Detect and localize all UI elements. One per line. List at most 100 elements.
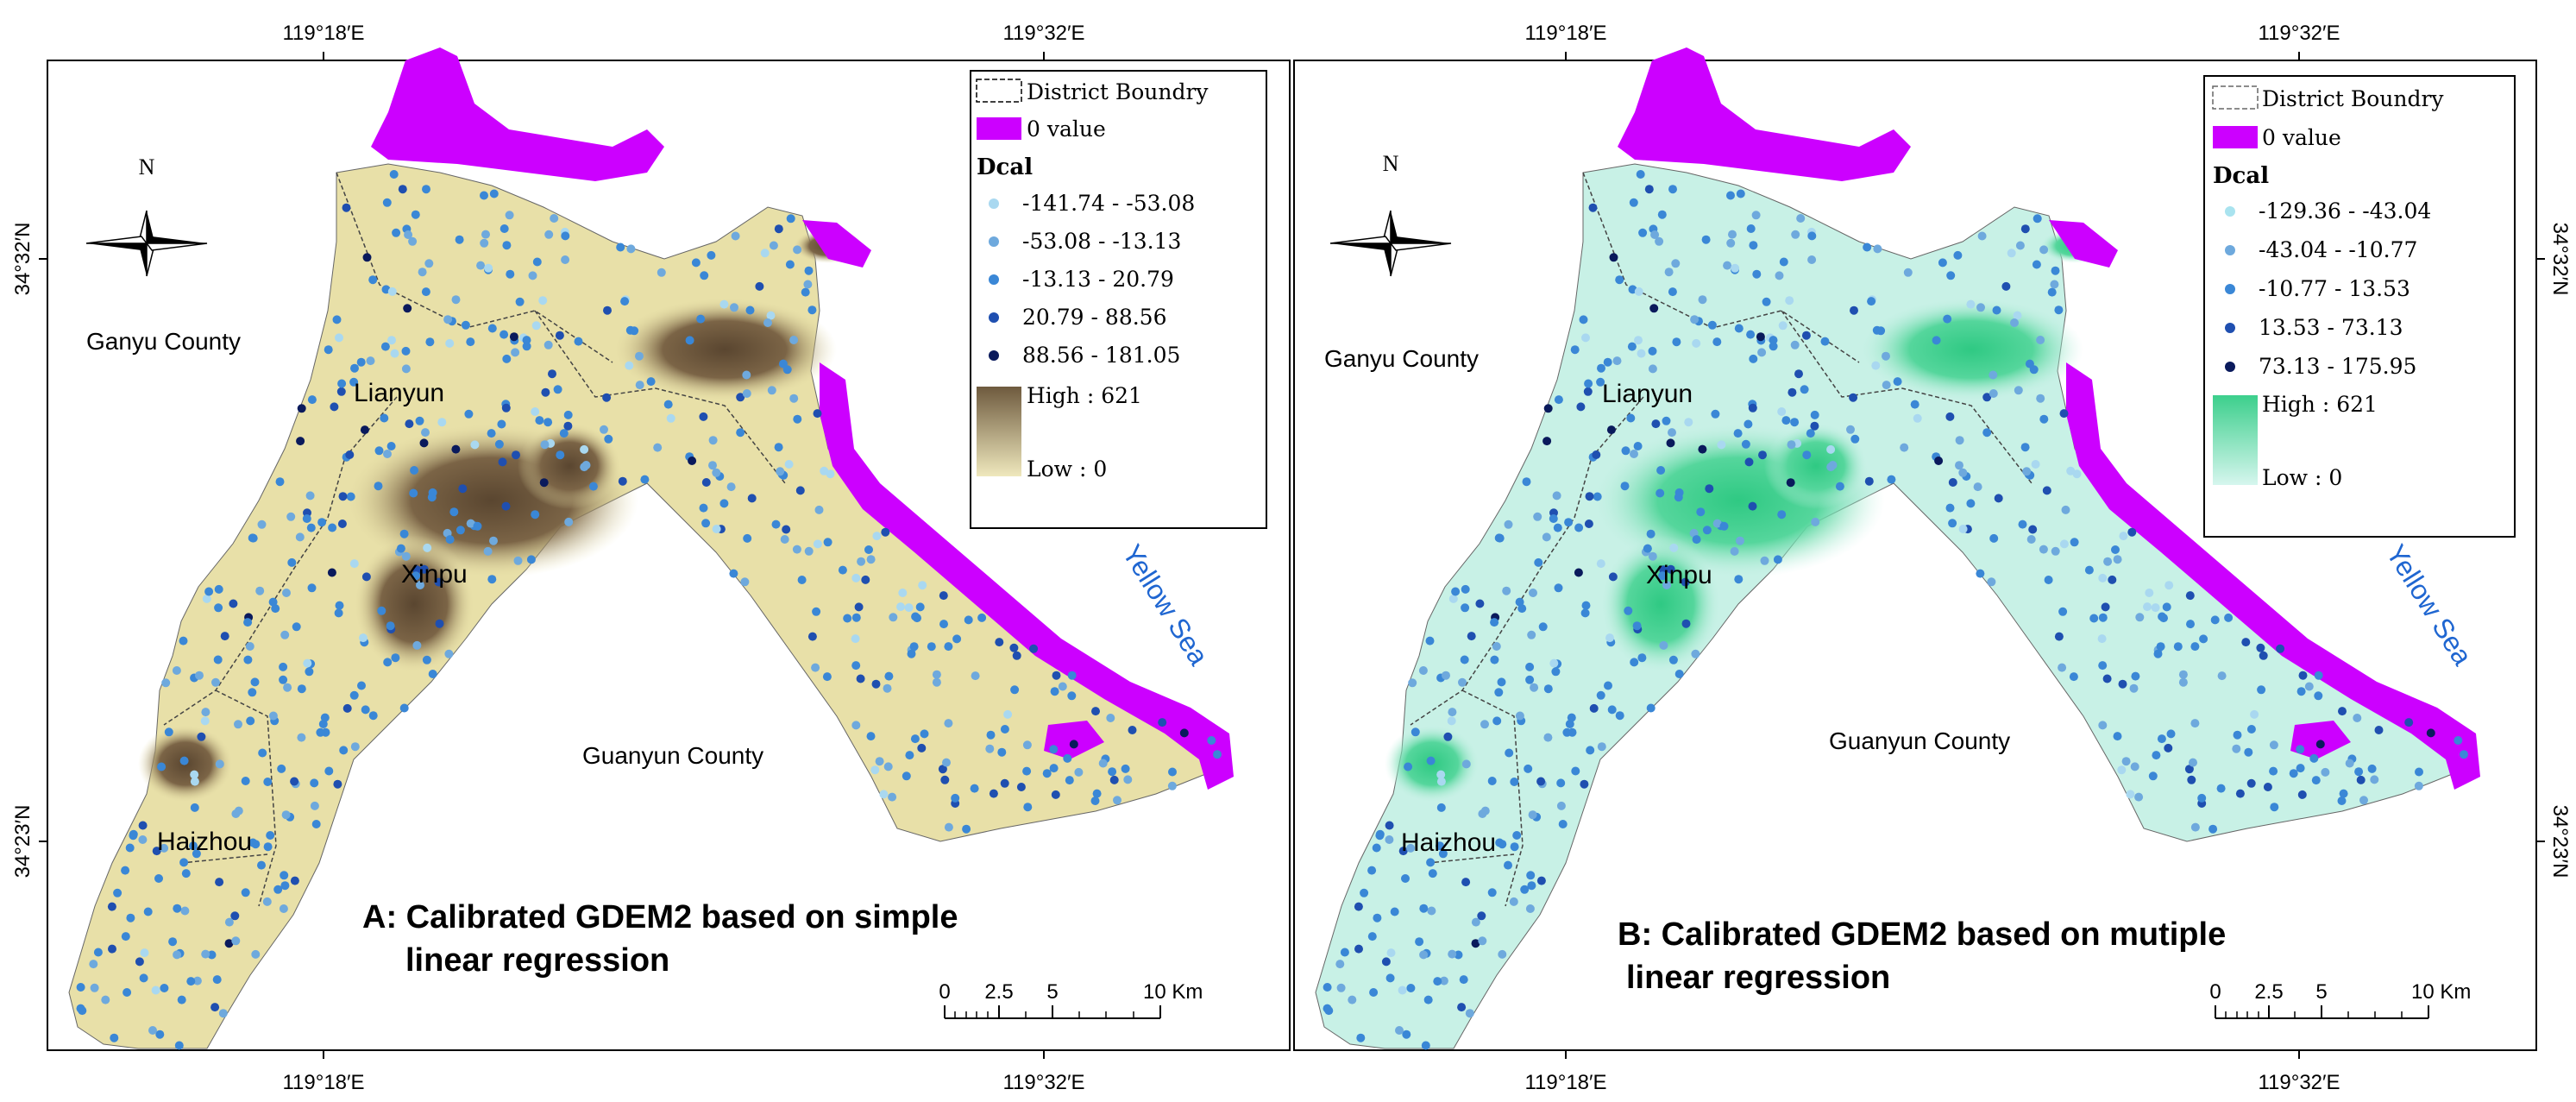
panel-a-relief-east bbox=[518, 423, 621, 509]
sample-point bbox=[268, 711, 278, 721]
sample-point bbox=[736, 428, 745, 438]
sample-point bbox=[220, 632, 229, 641]
sample-point bbox=[1726, 238, 1736, 248]
sample-point bbox=[1849, 393, 1858, 402]
sample-point bbox=[1989, 533, 1999, 543]
sample-point bbox=[2010, 318, 2019, 327]
sample-point bbox=[1538, 622, 1548, 632]
sample-point bbox=[303, 658, 312, 668]
sample-point bbox=[1562, 727, 1572, 737]
sample-point bbox=[399, 529, 409, 538]
sample-point bbox=[989, 789, 998, 798]
sample-point bbox=[255, 586, 265, 595]
sample-point bbox=[1158, 718, 1167, 727]
sample-point bbox=[789, 394, 799, 403]
sample-point bbox=[2208, 824, 2218, 834]
sample-point bbox=[1515, 597, 1524, 607]
sample-point bbox=[1887, 475, 1896, 484]
sample-point bbox=[360, 425, 369, 435]
panel-b-relief-north bbox=[1859, 298, 2083, 401]
sample-point bbox=[1167, 781, 1177, 790]
sample-point bbox=[2233, 730, 2242, 740]
sample-point bbox=[1626, 413, 1636, 423]
sample-point bbox=[1850, 305, 1858, 315]
sample-point bbox=[1542, 437, 1552, 446]
sample-point bbox=[277, 764, 286, 773]
sample-point bbox=[350, 363, 359, 373]
sample-point bbox=[422, 655, 431, 664]
sample-point bbox=[1989, 389, 1998, 398]
sample-point bbox=[297, 733, 306, 742]
sample-point bbox=[907, 649, 916, 658]
panel-a-caption-line2: linear regression bbox=[405, 942, 669, 979]
sample-point bbox=[231, 936, 241, 946]
sample-point bbox=[563, 410, 573, 419]
sample-point bbox=[2187, 775, 2196, 784]
sample-point bbox=[1552, 491, 1561, 501]
sample-point bbox=[747, 494, 757, 503]
sample-point bbox=[1433, 977, 1442, 986]
sample-point bbox=[2051, 546, 2060, 556]
sample-point bbox=[139, 973, 148, 983]
sample-point bbox=[1069, 740, 1078, 749]
sample-point bbox=[1460, 655, 1469, 664]
sample-point bbox=[138, 821, 148, 830]
sample-point bbox=[437, 418, 447, 427]
sample-point bbox=[1207, 736, 1216, 745]
sample-point bbox=[1454, 950, 1463, 960]
sample-point bbox=[399, 703, 409, 713]
sample-point bbox=[2108, 575, 2117, 584]
sample-point bbox=[2118, 679, 2127, 689]
sample-point bbox=[712, 525, 721, 533]
sample-point bbox=[1873, 244, 1882, 254]
sample-point bbox=[1395, 1026, 1404, 1035]
sample-point bbox=[2311, 776, 2321, 785]
sample-point bbox=[1945, 412, 1955, 421]
sample-point bbox=[696, 314, 706, 324]
sample-point bbox=[1480, 720, 1489, 729]
sample-point bbox=[1530, 683, 1539, 692]
sample-point bbox=[334, 608, 343, 618]
sample-point bbox=[110, 1033, 119, 1042]
sample-point bbox=[241, 888, 250, 897]
sample-point bbox=[2131, 671, 2140, 681]
sample-point bbox=[1800, 385, 1809, 394]
sample-point bbox=[870, 765, 880, 775]
sample-point bbox=[1597, 742, 1606, 752]
sample-point bbox=[807, 632, 817, 641]
sample-point bbox=[1648, 364, 1657, 374]
sample-point bbox=[345, 450, 355, 459]
panel-a-label-guanyun: Guanyun County bbox=[582, 742, 763, 769]
sample-point bbox=[1515, 711, 1524, 721]
panel-b-legend-class-1: -129.36 - -43.04 bbox=[2259, 198, 2431, 224]
sample-point bbox=[335, 601, 344, 610]
sample-point bbox=[1520, 885, 1530, 894]
panel-a-label-xinpu: Xinpu bbox=[401, 560, 468, 589]
sample-point bbox=[2414, 781, 2423, 790]
sample-point bbox=[383, 450, 392, 458]
sample-point bbox=[337, 520, 347, 528]
sample-point bbox=[190, 777, 199, 786]
sample-point bbox=[1734, 575, 1744, 584]
sample-point bbox=[2036, 394, 2045, 403]
sample-point bbox=[310, 778, 319, 788]
sample-point bbox=[195, 671, 204, 680]
sample-point bbox=[1779, 257, 1788, 267]
sample-point bbox=[786, 214, 795, 224]
sample-point bbox=[1636, 170, 1645, 179]
sample-point bbox=[1777, 407, 1787, 416]
sample-point bbox=[1543, 733, 1553, 742]
sample-point bbox=[306, 523, 316, 532]
sample-point bbox=[1385, 973, 1395, 983]
sample-point bbox=[257, 520, 267, 529]
sample-point bbox=[1698, 444, 1707, 454]
sample-point bbox=[386, 621, 395, 631]
sample-point bbox=[1746, 224, 1756, 233]
sample-point bbox=[1835, 482, 1844, 491]
sample-point bbox=[366, 356, 375, 366]
sample-point bbox=[1458, 677, 1467, 687]
sample-point bbox=[2152, 751, 2161, 760]
sample-point bbox=[1471, 939, 1480, 948]
panel-a-scale-tick-5: 5 bbox=[1046, 980, 1058, 1004]
sample-point bbox=[1585, 492, 1594, 501]
